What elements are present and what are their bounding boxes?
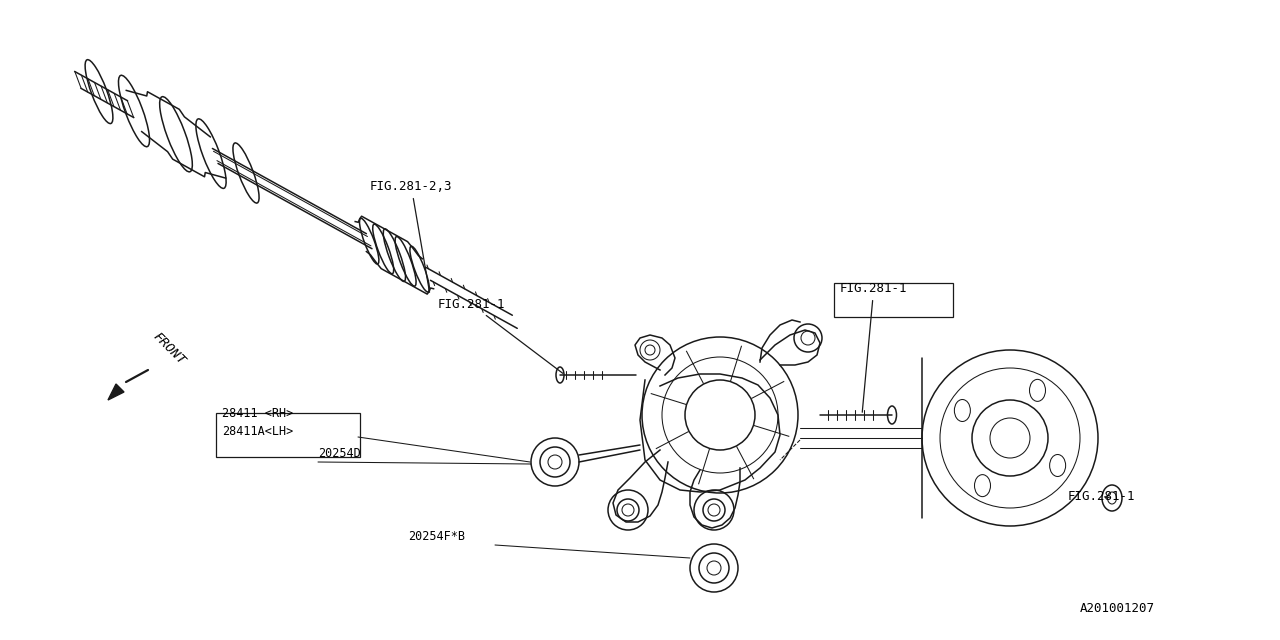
Text: 28411 <RH>: 28411 <RH> [221,407,293,420]
Text: A201001207: A201001207 [1080,602,1155,615]
Text: FIG.281-1: FIG.281-1 [438,298,563,373]
Text: 20254F*B: 20254F*B [408,530,465,543]
Polygon shape [108,384,124,400]
Text: 20254D: 20254D [317,447,361,460]
Text: FIG.281-1: FIG.281-1 [1068,490,1135,503]
Text: FIG.281-1: FIG.281-1 [840,282,908,412]
Text: FIG.281-2,3: FIG.281-2,3 [370,180,453,292]
Text: FRONT: FRONT [150,330,187,367]
Text: 28411A<LH>: 28411A<LH> [221,425,293,438]
